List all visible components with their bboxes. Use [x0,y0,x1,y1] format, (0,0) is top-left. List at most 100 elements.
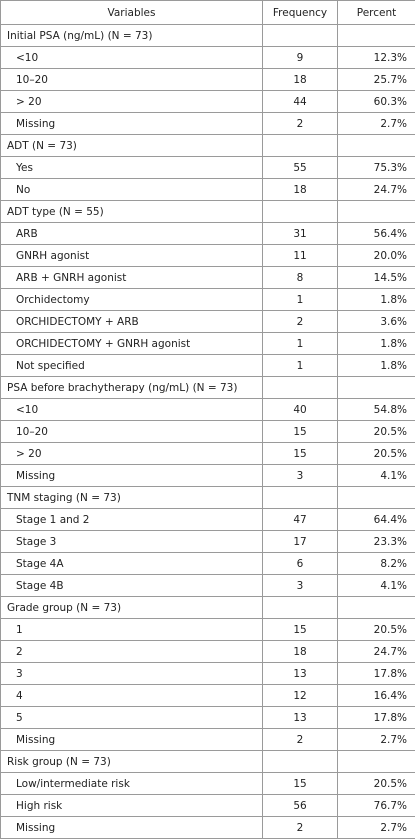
empty-cell [337,750,415,773]
data-row: 2 18 24.7% [0,640,415,663]
empty-cell [262,750,338,773]
row-label: Low/intermediate risk [0,772,263,795]
row-label: Not specified [0,354,263,377]
frequency: 11 [262,244,338,267]
row-label: Stage 1 and 2 [0,508,263,531]
row-label: 2 [0,640,263,663]
percent: 25.7% [337,68,415,91]
frequency: 40 [262,398,338,421]
empty-cell [262,486,338,509]
percent: 20.5% [337,772,415,795]
row-label: Missing [0,464,263,487]
percent: 1.8% [337,332,415,355]
row-label: 1 [0,618,263,641]
header-row: Variables Frequency Percent [0,0,415,25]
percent: 60.3% [337,90,415,113]
percent: 3.6% [337,310,415,333]
data-row: ARB + GNRH agonist 8 14.5% [0,266,415,289]
frequency: 15 [262,772,338,795]
row-label: High risk [0,794,263,817]
data-row: Missing 2 2.7% [0,728,415,751]
row-label: Stage 4B [0,574,263,597]
group-row: Initial PSA (ng/mL) (N = 73) [0,24,415,47]
percent: 1.8% [337,288,415,311]
frequency: 9 [262,46,338,69]
percent: 24.7% [337,178,415,201]
percent: 75.3% [337,156,415,179]
percent: 12.3% [337,46,415,69]
row-label: Missing [0,816,263,839]
data-row: No 18 24.7% [0,178,415,201]
row-label: 10–20 [0,420,263,443]
frequency: 2 [262,816,338,839]
group-title: TNM staging (N = 73) [0,486,263,509]
data-row: Missing 3 4.1% [0,464,415,487]
data-row: > 20 44 60.3% [0,90,415,113]
frequency: 31 [262,222,338,245]
data-row: > 20 15 20.5% [0,442,415,465]
data-row: <10 40 54.8% [0,398,415,421]
row-label: GNRH agonist [0,244,263,267]
frequency: 47 [262,508,338,531]
empty-cell [262,134,338,157]
table-body: Initial PSA (ng/mL) (N = 73) <10 9 12.3% 10–… [0,24,415,839]
frequency: 18 [262,178,338,201]
empty-cell [262,596,338,619]
data-row: Not specified 1 1.8% [0,354,415,377]
column-header: Percent [337,0,415,25]
empty-cell [337,134,415,157]
percent: 23.3% [337,530,415,553]
row-label: 4 [0,684,263,707]
frequency: 13 [262,706,338,729]
column-header: Variables [0,0,263,25]
percent: 2.7% [337,728,415,751]
empty-cell [337,200,415,223]
frequency: 12 [262,684,338,707]
row-label: 10–20 [0,68,263,91]
frequency: 44 [262,90,338,113]
percent: 56.4% [337,222,415,245]
frequency: 1 [262,354,338,377]
group-title: ADT (N = 73) [0,134,263,157]
row-label: <10 [0,398,263,421]
frequency: 3 [262,464,338,487]
row-label: > 20 [0,90,263,113]
empty-cell [262,24,338,47]
frequency: 6 [262,552,338,575]
data-row: High risk 56 76.7% [0,794,415,817]
row-label: Missing [0,112,263,135]
frequency: 2 [262,310,338,333]
group-row: TNM staging (N = 73) [0,486,415,509]
row-label: Stage 4A [0,552,263,575]
frequency: 3 [262,574,338,597]
group-title: ADT type (N = 55) [0,200,263,223]
percent: 20.5% [337,442,415,465]
data-row: Stage 4B 3 4.1% [0,574,415,597]
row-label: <10 [0,46,263,69]
percent: 20.5% [337,420,415,443]
row-label: ARB [0,222,263,245]
percent: 76.7% [337,794,415,817]
data-row: 4 12 16.4% [0,684,415,707]
data-row: 10–20 18 25.7% [0,68,415,91]
frequency: 15 [262,442,338,465]
frequency: 1 [262,288,338,311]
empty-cell [337,596,415,619]
frequency: 17 [262,530,338,553]
percent: 2.7% [337,112,415,135]
group-row: ADT type (N = 55) [0,200,415,223]
data-row: GNRH agonist 11 20.0% [0,244,415,267]
percent: 20.5% [337,618,415,641]
column-header: Frequency [262,0,338,25]
row-label: ORCHIDECTOMY + GNRH agonist [0,332,263,355]
group-title: PSA before brachytherapy (ng/mL) (N = 73… [0,376,263,399]
data-row: Low/intermediate risk 15 20.5% [0,772,415,795]
row-label: No [0,178,263,201]
row-label: Orchidectomy [0,288,263,311]
empty-cell [262,376,338,399]
data-row: ORCHIDECTOMY + GNRH agonist 1 1.8% [0,332,415,355]
percent: 64.4% [337,508,415,531]
data-row: Stage 3 17 23.3% [0,530,415,553]
